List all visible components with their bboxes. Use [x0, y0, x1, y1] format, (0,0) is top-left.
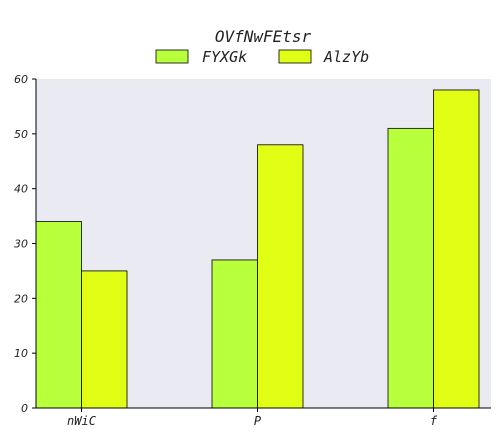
bar-fyxgk-nwic [35, 221, 82, 409]
bar-fyxgk-f [387, 127, 434, 409]
y-tick-label: 30 [14, 238, 28, 251]
bars-layer [35, 89, 480, 409]
y-tick-label: 50 [14, 128, 28, 141]
x-tick-label: P [254, 414, 262, 428]
y-tick-label: 10 [14, 347, 28, 360]
y-tick-label: 20 [14, 292, 28, 305]
chart-title: OVfNwFEtsr [215, 27, 312, 46]
bar-alzyb-f [433, 89, 480, 409]
y-axis-ticks: 0 10 20 30 40 50 60 [14, 73, 36, 415]
legend-swatch-alzyb [278, 49, 312, 64]
y-tick-label: 0 [21, 402, 28, 415]
bar-alzyb-nwic [81, 270, 128, 409]
y-tick-label: 60 [14, 73, 28, 86]
legend-label-fyxgk: FYXGk [202, 48, 247, 66]
legend-label-alzyb: AlzYb [323, 48, 369, 66]
x-tick-label: f [430, 414, 438, 428]
y-tick-label: 40 [14, 183, 28, 196]
x-tick-label: nWiC [67, 414, 97, 428]
bar-fyxgk-p [211, 259, 258, 409]
bar-alzyb-p [257, 144, 304, 409]
legend-swatch-fyxgk [155, 49, 189, 64]
legend: FYXGk AlzYb [155, 48, 369, 66]
